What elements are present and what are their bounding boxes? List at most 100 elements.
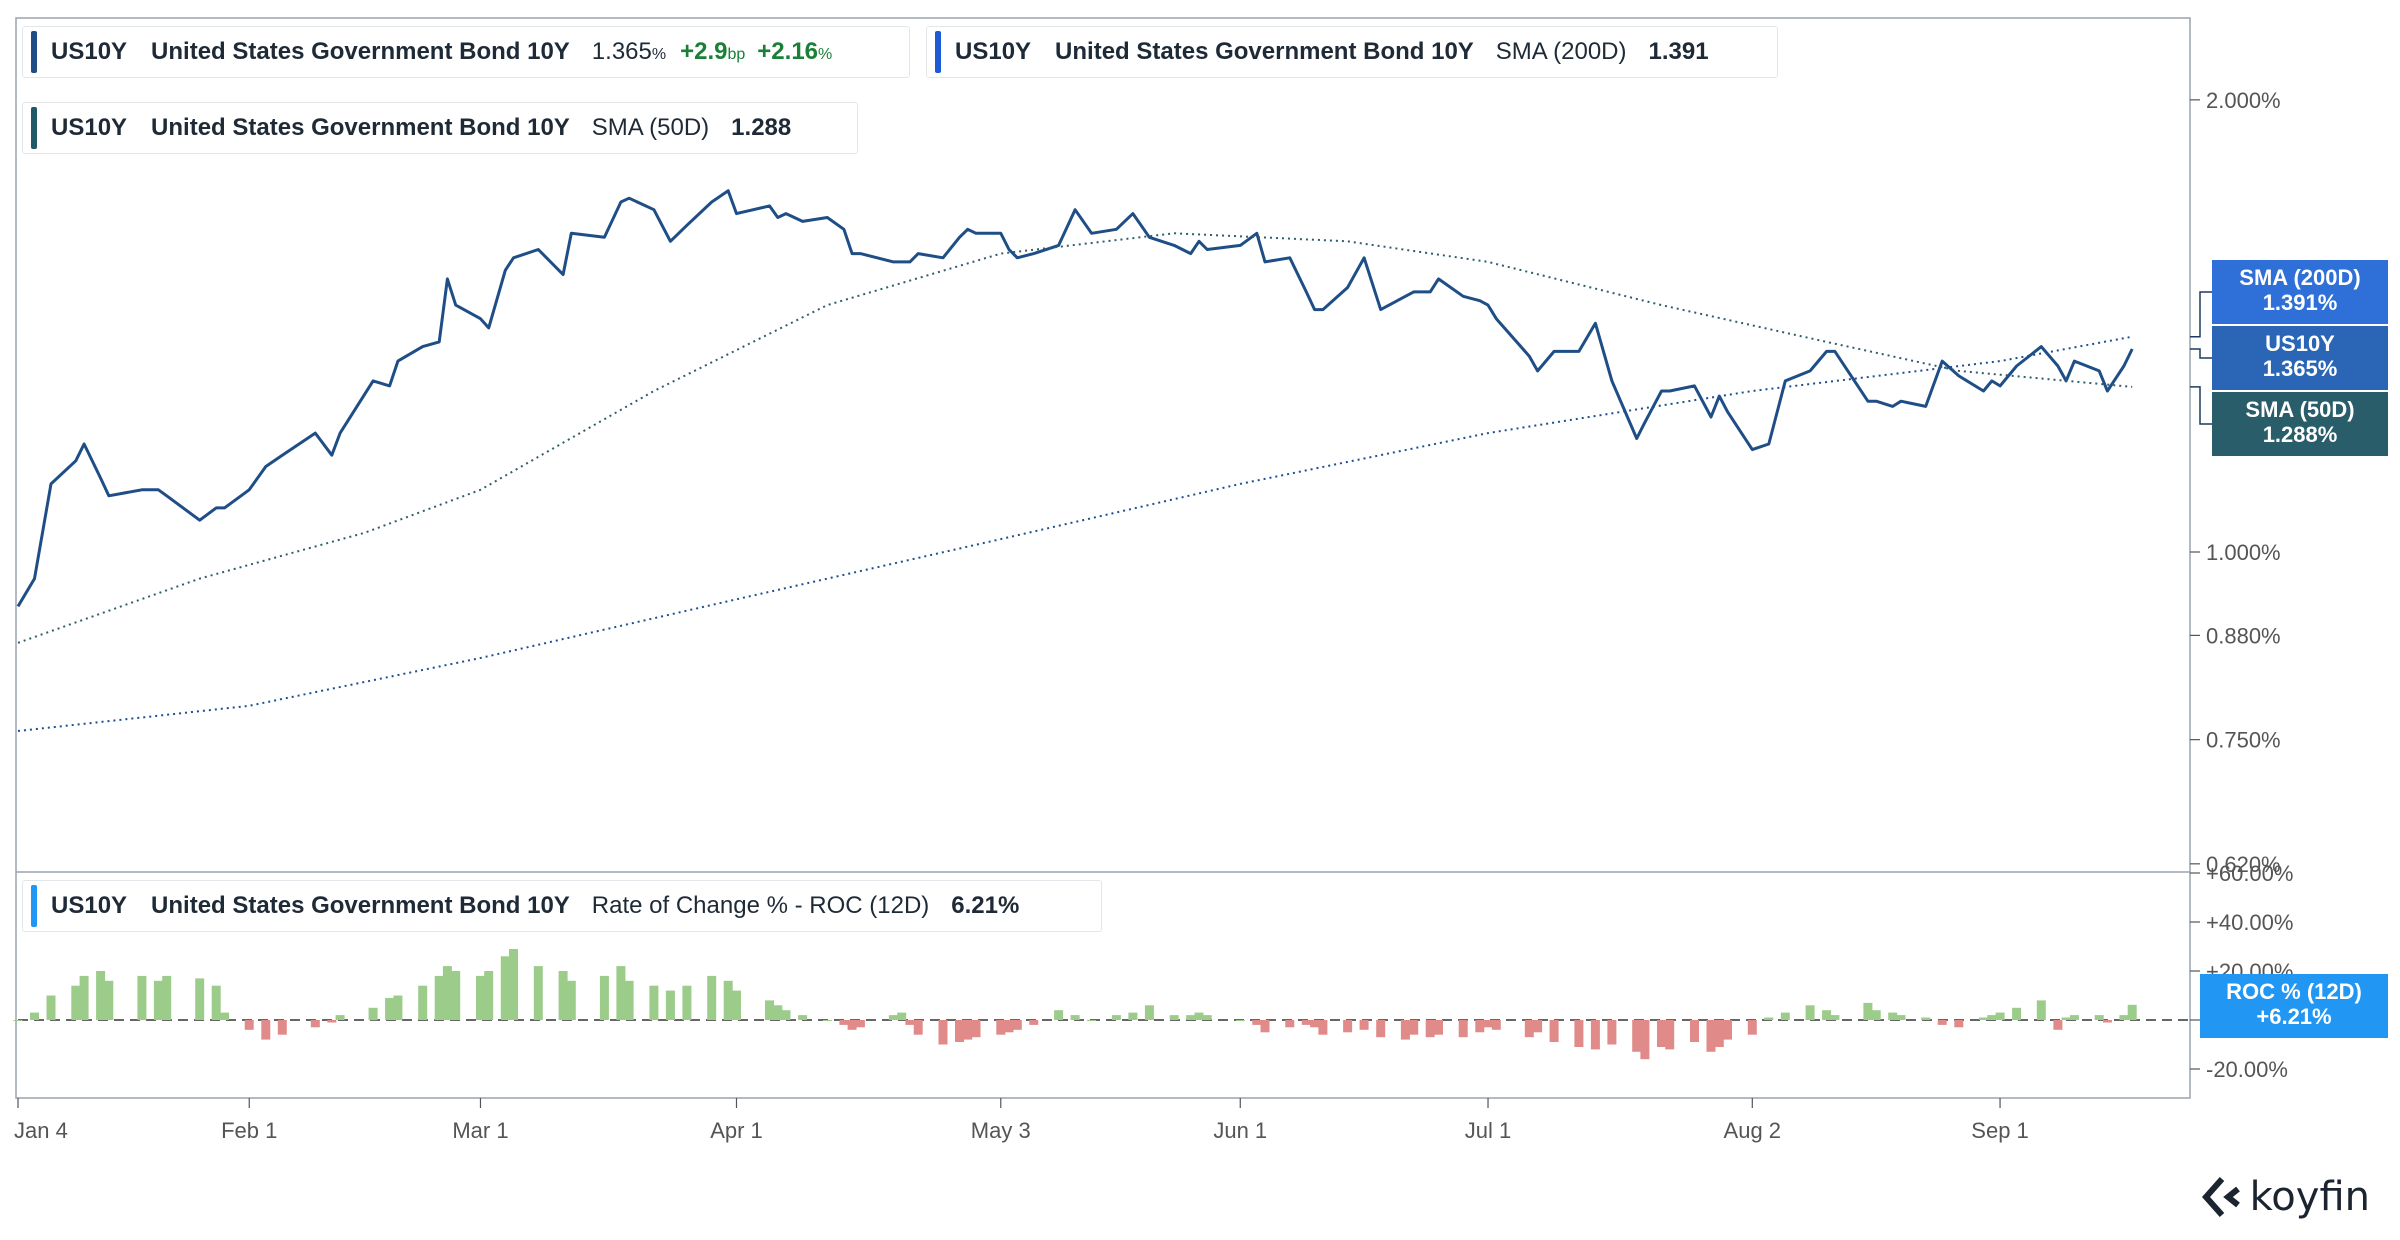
roc-bar [1896, 1015, 1906, 1020]
roc-y-tick-label: +60.00% [2206, 861, 2293, 886]
roc-bar [1483, 1020, 1493, 1028]
price-tag-sma-50: SMA (50D) 1.288% [2212, 392, 2388, 456]
roc-bar [707, 975, 717, 1020]
roc-bar [2069, 1015, 2079, 1020]
roc-bar [1111, 1015, 1121, 1020]
roc-bar [30, 1012, 39, 1020]
roc-bar [195, 978, 205, 1020]
roc-bar [46, 995, 56, 1020]
roc-bar [1310, 1020, 1320, 1028]
legend-indicator-value: 1.288 [731, 114, 792, 141]
roc-bar [1029, 1020, 1039, 1025]
roc-bar [847, 1020, 857, 1030]
legend-swatch [31, 885, 37, 927]
roc-bar [1434, 1020, 1443, 1035]
price-tag-label: SMA (50D) [2245, 397, 2355, 422]
roc-bar [1690, 1020, 1699, 1042]
legend-ticker: US10Y [955, 38, 1032, 65]
roc-bar [79, 975, 89, 1020]
roc-bar [1012, 1020, 1022, 1030]
y-tick-label: 0.880% [2206, 623, 2281, 648]
roc-y-tick-label: -20.00% [2206, 1057, 2288, 1082]
roc-bar [1343, 1020, 1353, 1033]
roc-bar [1888, 1012, 1898, 1020]
roc-bar [905, 1020, 915, 1025]
price-tag-value: +6.21% [2256, 1004, 2332, 1029]
legend-us10y[interactable]: US10Y United States Government Bond 10Y … [22, 26, 910, 78]
y-tick-label: 0.750% [2206, 728, 2281, 753]
tag-connector [2190, 386, 2212, 425]
legend-last-value: 1.365% [591, 38, 667, 65]
roc-bar [1747, 1020, 1757, 1035]
price-tag-value: 1.365% [2262, 356, 2338, 381]
legend-swatch [935, 31, 941, 73]
roc-bar [1805, 1005, 1815, 1020]
legend-ticker: US10Y [51, 892, 128, 919]
roc-bar [1144, 1005, 1154, 1020]
legend-sma-200[interactable]: US10Y United States Government Bond 10Y … [926, 26, 1778, 78]
roc-bar [1640, 1020, 1650, 1060]
roc-bar [616, 966, 626, 1020]
x-tick-label: Aug 2 [1724, 1118, 1782, 1143]
roc-bar [839, 1020, 849, 1025]
roc-bar [649, 985, 659, 1020]
legend-change-bp: +2.9bp [680, 38, 746, 65]
legend-ticker: US10Y [51, 38, 128, 65]
legend-indicator: SMA (50D) [591, 114, 710, 141]
roc-bar [261, 1020, 271, 1040]
roc-bar [1590, 1020, 1600, 1050]
roc-bar [2102, 1020, 2112, 1023]
roc-bar [566, 980, 576, 1020]
price-tag-label: ROC % (12D) [2226, 979, 2362, 1004]
price-tag-value: 1.391% [2262, 290, 2338, 315]
roc-bar [1987, 1015, 1997, 1020]
legend-indicator: Rate of Change % - ROC (12D) [591, 892, 930, 919]
roc-bar [888, 1015, 898, 1020]
legend-series-name: United States Government Bond 10Y [1055, 38, 1474, 65]
x-tick-label: Feb 1 [221, 1118, 277, 1143]
roc-bar [1376, 1020, 1386, 1038]
roc-bars-layer [13, 949, 2137, 1060]
roc-bar [418, 985, 428, 1020]
roc-bar [1252, 1020, 1262, 1025]
roc-bar [1186, 1015, 1196, 1020]
roc-bar [1004, 1020, 1014, 1033]
roc-bar [682, 985, 692, 1020]
roc-bar [1194, 1012, 1204, 1020]
roc-bar [1235, 1020, 1245, 1021]
roc-bar [104, 980, 114, 1020]
roc-bar [765, 1000, 774, 1020]
roc-bar [798, 1015, 808, 1020]
roc-bar [310, 1020, 320, 1028]
roc-bar [1533, 1020, 1543, 1033]
roc-bar [1657, 1020, 1666, 1047]
roc-bar [385, 998, 395, 1020]
series-line-sma-50d- [17, 232, 2133, 644]
legend-series-name: United States Government Bond 10Y [151, 38, 570, 65]
roc-bar [335, 1015, 345, 1020]
roc-bar [1995, 1012, 2005, 1020]
roc-bar [434, 975, 444, 1020]
legend-indicator-value: 1.391 [1648, 38, 1709, 65]
roc-bar [1202, 1015, 1212, 1020]
roc-bar [1954, 1020, 1964, 1028]
x-tick-label: Apr 1 [710, 1118, 763, 1143]
roc-bar [1871, 1010, 1881, 1020]
legend-roc[interactable]: US10Y United States Government Bond 10Y … [22, 880, 1102, 932]
roc-bar [2036, 1000, 2046, 1020]
roc-bar [1054, 1010, 1064, 1020]
roc-bar [732, 990, 741, 1020]
roc-bar [244, 1020, 254, 1030]
x-axis: Jan 4 Feb 1 Mar 1 Apr 1 May 3 Jun 1 Jul 1 Aug 2… [14, 1098, 2029, 1143]
roc-bar [13, 1020, 23, 1021]
roc-bar [1285, 1020, 1295, 1028]
roc-bar [1780, 1012, 1790, 1020]
roc-bar [2012, 1007, 2022, 1021]
roc-bar [1921, 1017, 1931, 1020]
x-tick-label: Jun 1 [1213, 1118, 1267, 1143]
y-tick-label: 0.620% [2206, 852, 2281, 877]
roc-bar [913, 1020, 923, 1035]
y-tick-label: 2.000% [2206, 88, 2281, 113]
legend-sma-50[interactable]: US10Y United States Government Bond 10Y … [22, 102, 858, 154]
